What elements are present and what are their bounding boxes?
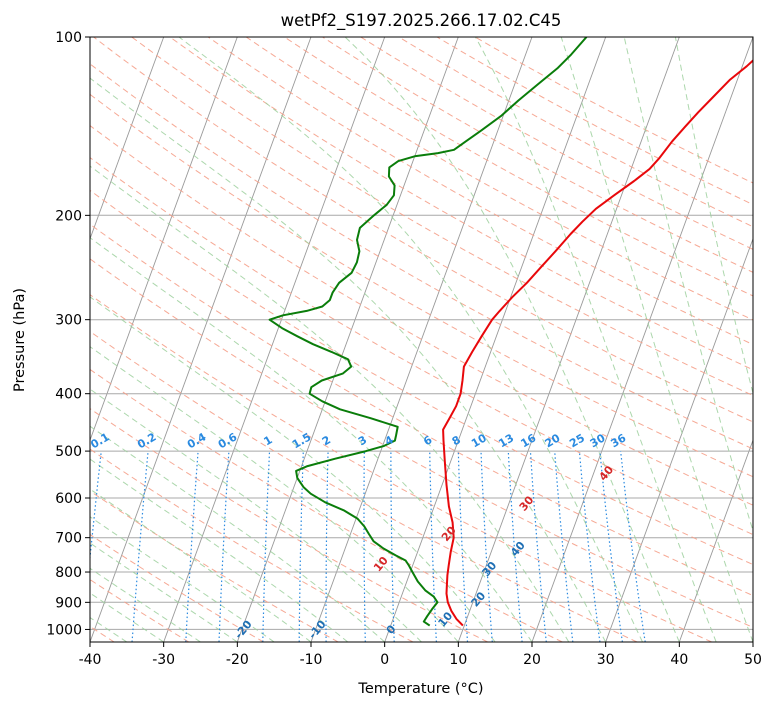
moist-adiabat-line — [674, 37, 753, 396]
dry-adiabat-line — [90, 223, 753, 597]
isotherm-line — [163, 37, 386, 642]
x-tick-label: -10 — [300, 652, 323, 668]
dry-adiabat-line — [90, 63, 753, 450]
isotherm-line — [90, 37, 165, 241]
moist-adiabat-line — [90, 542, 238, 642]
x-tick-label: 30 — [597, 652, 615, 668]
y-tick-label: 500 — [55, 444, 82, 460]
dry-adiabat-line — [398, 37, 753, 228]
x-tick-label: 50 — [744, 652, 762, 668]
y-tick-label: 900 — [55, 595, 82, 611]
dry-adiabat-line — [90, 330, 638, 642]
x-tick-label: 10 — [449, 652, 467, 668]
dewpoint-profile-line — [268, 37, 588, 627]
dry-adiabat-line — [90, 124, 753, 506]
dry-adiabat-line — [90, 156, 753, 536]
y-axis-label: Pressure (hPa) — [12, 288, 28, 392]
x-tick-label: -30 — [152, 652, 175, 668]
moist-adiabat-line — [623, 37, 753, 533]
dry-adiabat-line — [90, 189, 753, 566]
dry-adiabat-line — [90, 294, 712, 642]
moist-adiabat-line — [90, 77, 607, 642]
x-tick-label: -20 — [226, 652, 249, 668]
moist-adiabat-line — [90, 296, 496, 642]
isotherm-line — [531, 37, 753, 642]
dry-adiabat-line — [474, 37, 753, 184]
plot-frame — [89, 36, 754, 643]
x-tick-label: -40 — [79, 652, 102, 668]
moist-adiabat-line — [178, 37, 643, 642]
x-tick-label: 0 — [380, 652, 389, 668]
isotherm-line — [90, 37, 238, 442]
isotherm-line — [457, 37, 680, 642]
moist-adiabat-line — [90, 165, 570, 642]
y-tick-label: 1000 — [46, 622, 82, 638]
x-tick-label: 40 — [670, 652, 688, 668]
isotherm-line — [678, 438, 753, 642]
y-tick-label: 800 — [55, 565, 82, 581]
dry-adiabat-line — [90, 258, 753, 628]
plot-area — [90, 37, 753, 642]
mixing-ratio-line — [578, 451, 601, 642]
isotherm-line — [384, 37, 607, 642]
temperature-profile-line — [442, 59, 753, 627]
y-tick-label: 400 — [55, 387, 82, 403]
mixing-ratio-line — [620, 451, 646, 642]
moist-adiabat-line — [474, 37, 717, 642]
x-tick-label: 20 — [523, 652, 541, 668]
plot-annotations: 0.1 0.2 0.4 0.6 1 1.5 2 3 4 6 8 10 13 16 20 25 30 36-20 -1… — [88, 430, 628, 641]
x-axis-label: Temperature (°C) — [357, 681, 483, 697]
chart-title: wetPf2_S197.2025.266.17.02.C45 — [281, 11, 562, 31]
x-axis: -40 -30 -20 -10 0 10 20 30 40 50 — [79, 642, 762, 668]
dry-adiabat-line — [436, 37, 753, 206]
isotherm-line — [236, 37, 459, 642]
moist-adiabat-line — [90, 346, 459, 642]
moist-adiabat-line — [344, 37, 680, 642]
dry-adiabat-line — [93, 37, 753, 423]
moist-adiabat-line — [90, 516, 275, 642]
y-tick-label: 100 — [55, 30, 82, 46]
y-axis: 100 200 300 400 500 600 700 800 900 1000 — [46, 30, 90, 638]
y-tick-label: 200 — [55, 208, 82, 224]
y-tick-label: 700 — [55, 531, 82, 547]
y-tick-label: 300 — [55, 313, 82, 329]
moist-adiabat-line — [90, 425, 386, 642]
moist-adiabat-line — [90, 388, 422, 642]
dry-adiabat-line — [90, 533, 264, 642]
y-tick-label: 600 — [55, 491, 82, 507]
moist-adiabat-line — [90, 458, 349, 642]
dry-adiabat-line — [90, 93, 753, 478]
dry-adiabat-line — [90, 448, 414, 642]
isotherm-line — [605, 237, 753, 642]
mixing-ratio-line — [599, 451, 623, 642]
isotherm-line — [90, 37, 312, 642]
